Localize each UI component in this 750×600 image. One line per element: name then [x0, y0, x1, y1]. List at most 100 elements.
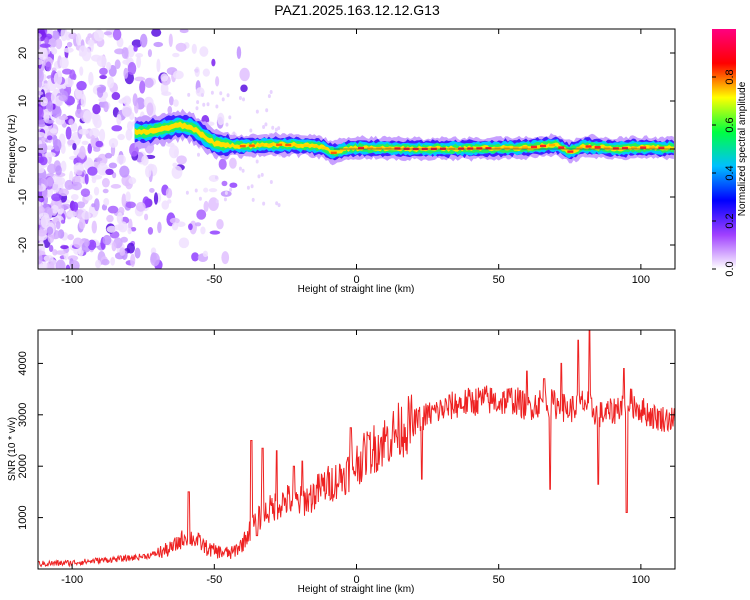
heatmap-speckle: [112, 29, 122, 41]
heatmap-ridge-core: [621, 146, 628, 150]
heatmap-speckle: [51, 30, 60, 41]
heatmap-speckle: [93, 29, 105, 42]
heatmap-speckle: [71, 135, 79, 140]
heatmap-speckle: [125, 191, 131, 202]
heatmap-speckle: [65, 264, 71, 269]
colorbar-tick-label: 0.8: [724, 69, 736, 84]
heatmap-speckle: [203, 200, 209, 213]
heatmap-speckle: [123, 67, 129, 79]
heatmap-speckle: [95, 259, 102, 269]
heatmap-speckle: [203, 187, 209, 193]
heatmap-speckle: [167, 105, 173, 115]
heatmap-speckle: [53, 72, 63, 86]
heatmap-ridge-core: [376, 146, 383, 150]
heatmap-speckle: [55, 177, 66, 186]
heatmap-speckle: [59, 56, 69, 69]
heatmap-speckle: [257, 174, 261, 179]
heatmap-speckle: [161, 200, 170, 210]
heatmap-speckle: [198, 196, 202, 201]
heatmap-ridge-core: [512, 146, 519, 149]
heatmap-speckle: [61, 203, 71, 210]
heatmap-speckle: [66, 41, 73, 48]
heatmap-speckle: [223, 197, 227, 202]
heatmap-ridge-core: [540, 144, 547, 148]
heatmap-speckle: [134, 76, 146, 82]
chart-title: PAZ1.2025.163.12.12.G13: [274, 2, 440, 18]
heatmap-ridge-core: [549, 143, 556, 147]
heatmap-speckle: [107, 205, 119, 214]
heatmap-speckle: [41, 188, 48, 200]
heatmap-speckle: [117, 133, 125, 141]
heatmap-speckle: [215, 199, 219, 204]
heatmap-speckle: [52, 181, 60, 193]
heatmap-ridge-core: [530, 145, 537, 149]
heatmap-speckle: [208, 188, 218, 193]
heatmap-speckle: [167, 199, 172, 204]
heatmap-speckle: [172, 52, 180, 58]
heatmap-speckle: [228, 115, 232, 120]
heatmap-speckle: [38, 185, 43, 191]
heatmap-speckle: [175, 42, 187, 52]
heatmap-speckle: [210, 90, 214, 95]
heatmap-speckle: [58, 188, 69, 197]
snr-ytick-label: 2000: [17, 454, 29, 478]
heatmap-ridge-core: [358, 146, 365, 150]
heatmap-speckle: [150, 252, 160, 267]
colorbar-label: Normalized spectral amplitude: [737, 81, 748, 216]
heatmap-speckle: [60, 160, 67, 172]
heatmap-speckle: [151, 29, 162, 37]
heatmap-speckle: [91, 220, 97, 234]
heatmap-speckle: [229, 182, 238, 188]
heatmap-ridge-core: [476, 147, 483, 150]
heatmap-speckle: [60, 29, 68, 42]
heatmap-speckle: [191, 43, 197, 54]
heatmap-speckle: [96, 55, 107, 67]
heatmap-speckle: [91, 203, 96, 208]
heatmap-speckle: [55, 38, 63, 50]
heatmap-speckle: [93, 186, 100, 196]
heatmap-speckle: [94, 157, 103, 162]
heatmap-speckle: [241, 168, 245, 173]
heatmap-speckle: [77, 151, 86, 158]
heatmap-speckle: [134, 247, 141, 259]
heatmap-speckle: [38, 252, 43, 265]
heatmap-speckle: [126, 242, 135, 254]
heatmap-speckle: [50, 46, 55, 52]
heatmap-speckle: [84, 173, 89, 185]
heatmap-speckle: [106, 225, 117, 233]
heatmap-speckle: [168, 33, 173, 47]
heatmap-speckle: [106, 61, 112, 71]
heatmap-ridge-core: [385, 146, 392, 150]
heatmap-speckle: [66, 210, 77, 218]
heatmap-xtick-label: 100: [632, 274, 650, 286]
heatmap-speckle: [87, 166, 98, 176]
heatmap-speckle: [45, 61, 52, 72]
snr-xtick-label: 0: [353, 574, 359, 586]
heatmap-speckle: [224, 190, 228, 195]
heatmap-speckle: [153, 41, 164, 48]
heatmap-speckle: [187, 92, 191, 97]
heatmap-speckle: [194, 222, 202, 227]
heatmap-speckle: [271, 125, 275, 130]
heatmap-speckle: [265, 108, 269, 113]
heatmap-ridge-core: [603, 146, 610, 150]
heatmap-speckle: [133, 45, 138, 52]
heatmap-speckle: [51, 204, 59, 214]
colorbar: 0.0 0.2 0.4 0.6 0.8 Normalized spectral ampl…: [712, 29, 748, 277]
heatmap-speckle: [275, 201, 279, 206]
heatmap-ridge-core: [467, 147, 474, 150]
heatmap-speckle: [215, 104, 219, 109]
heatmap-ridge-core: [567, 150, 574, 153]
heatmap-speckle: [56, 85, 67, 90]
heatmap-speckle: [171, 165, 183, 179]
heatmap-ridge-core: [449, 147, 456, 150]
heatmap-speckle: [173, 99, 179, 107]
heatmap-speckle: [202, 68, 210, 77]
colorbar-tick-label: 0.0: [724, 261, 736, 276]
heatmap-speckle: [195, 106, 199, 111]
heatmap-speckle: [171, 222, 179, 231]
heatmap-speckle: [176, 221, 186, 227]
heatmap-speckle: [68, 32, 78, 40]
heatmap-speckle: [39, 96, 48, 107]
snr-ylabel: SNR (10 * v/v): [7, 417, 18, 481]
